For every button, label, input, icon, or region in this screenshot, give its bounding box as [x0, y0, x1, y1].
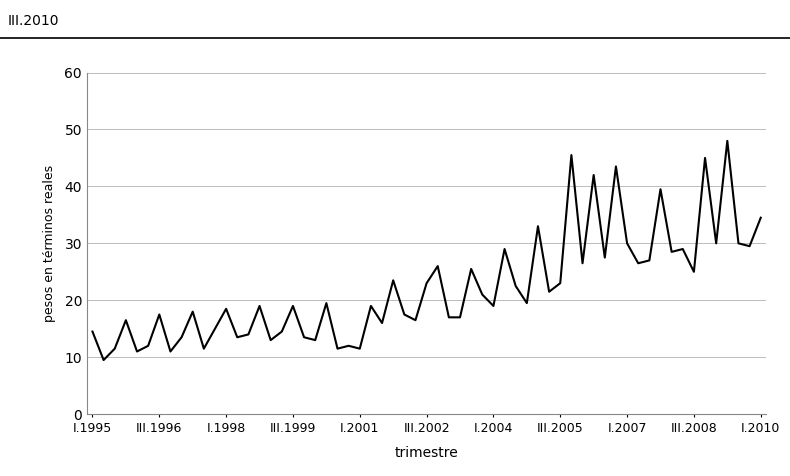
Y-axis label: pesos en términos reales: pesos en términos reales: [43, 165, 56, 322]
Text: III.2010: III.2010: [8, 14, 59, 28]
X-axis label: trimestre: trimestre: [395, 446, 458, 460]
